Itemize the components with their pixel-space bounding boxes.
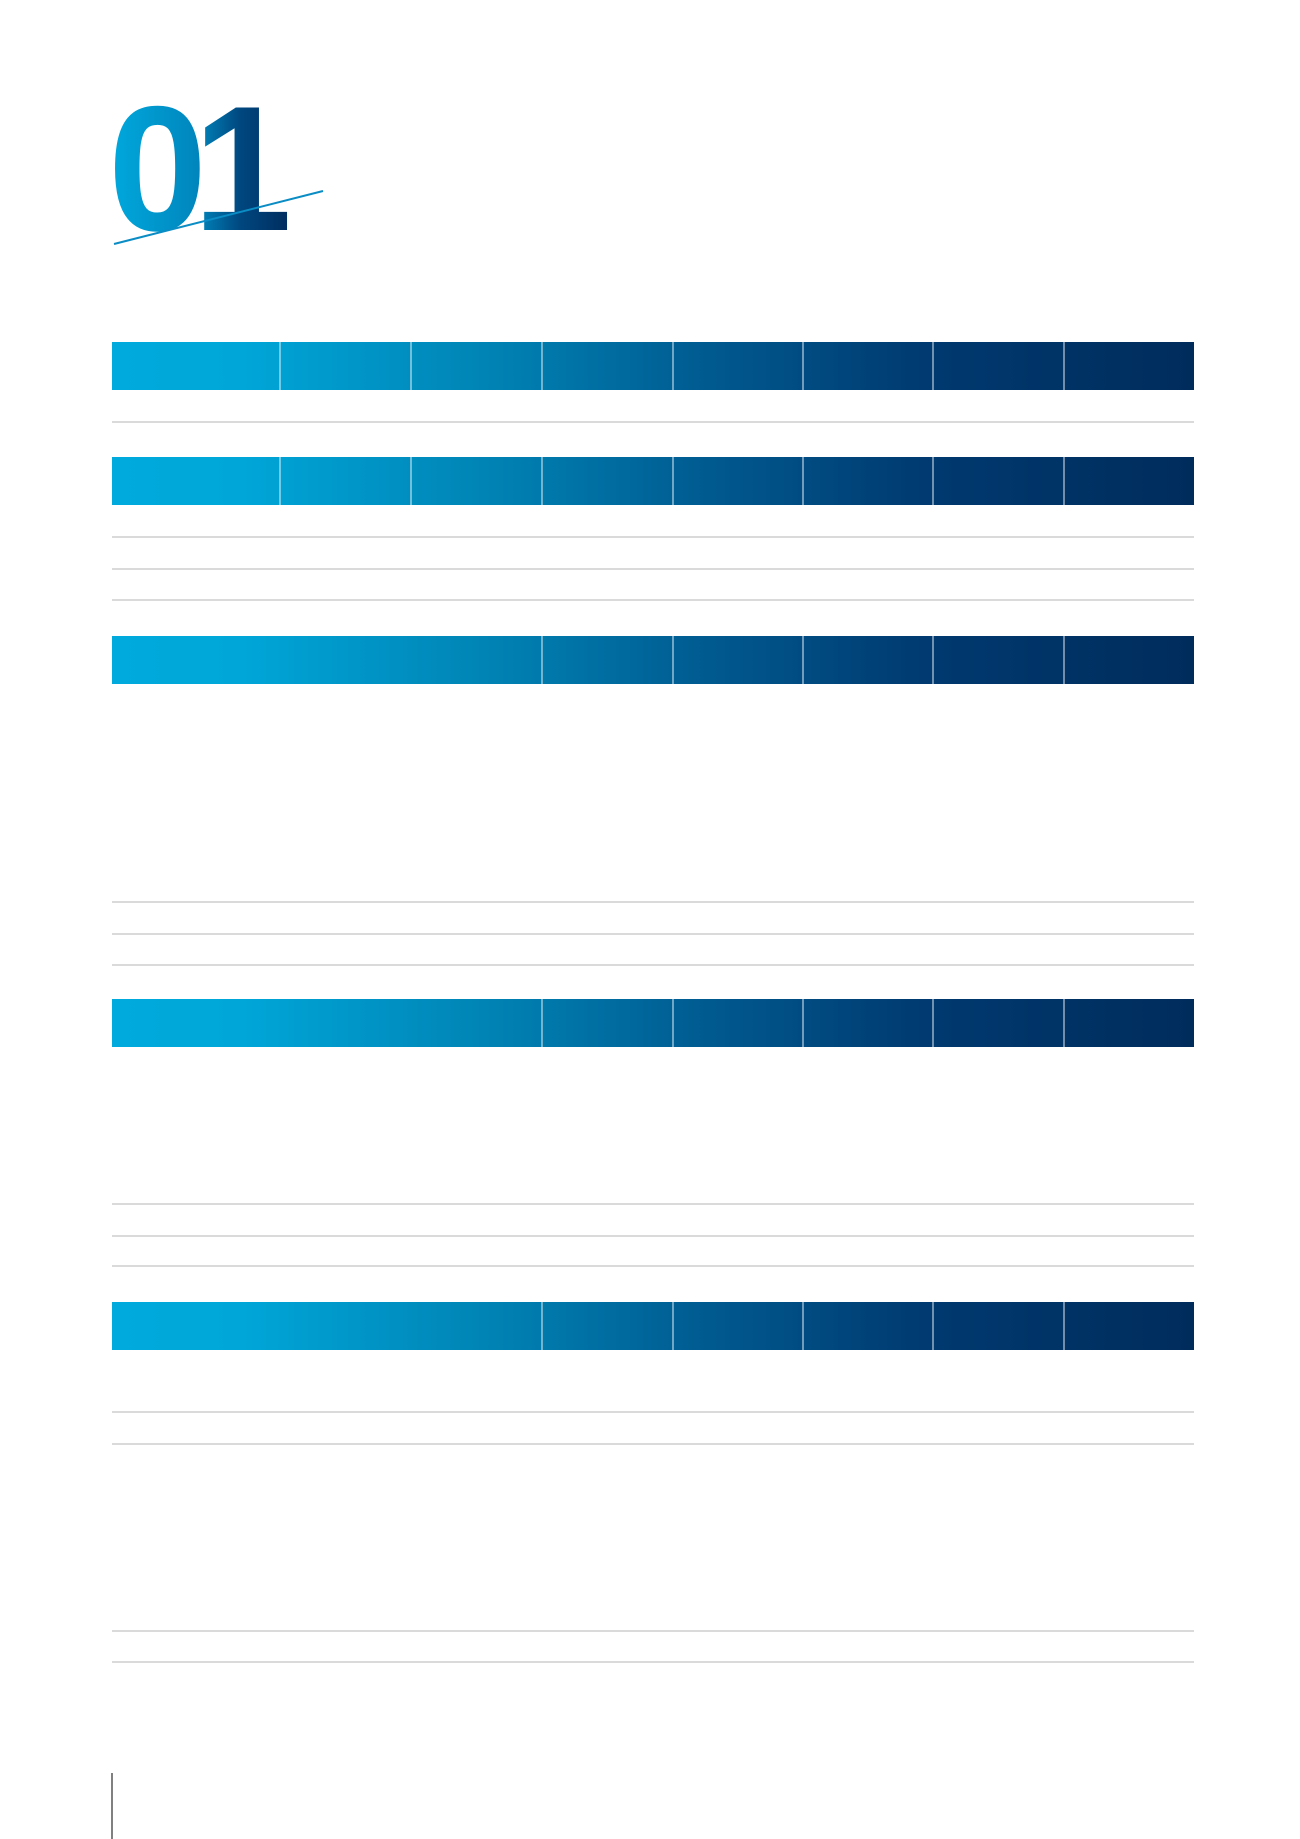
number-underline bbox=[113, 190, 324, 245]
table-header bbox=[112, 1302, 1194, 1350]
tables bbox=[112, 342, 1194, 1663]
table-header bbox=[112, 457, 1194, 505]
table-header bbox=[112, 636, 1194, 684]
table-header bbox=[112, 999, 1194, 1047]
section-number: 01 bbox=[108, 69, 288, 268]
table-header bbox=[112, 342, 1194, 390]
